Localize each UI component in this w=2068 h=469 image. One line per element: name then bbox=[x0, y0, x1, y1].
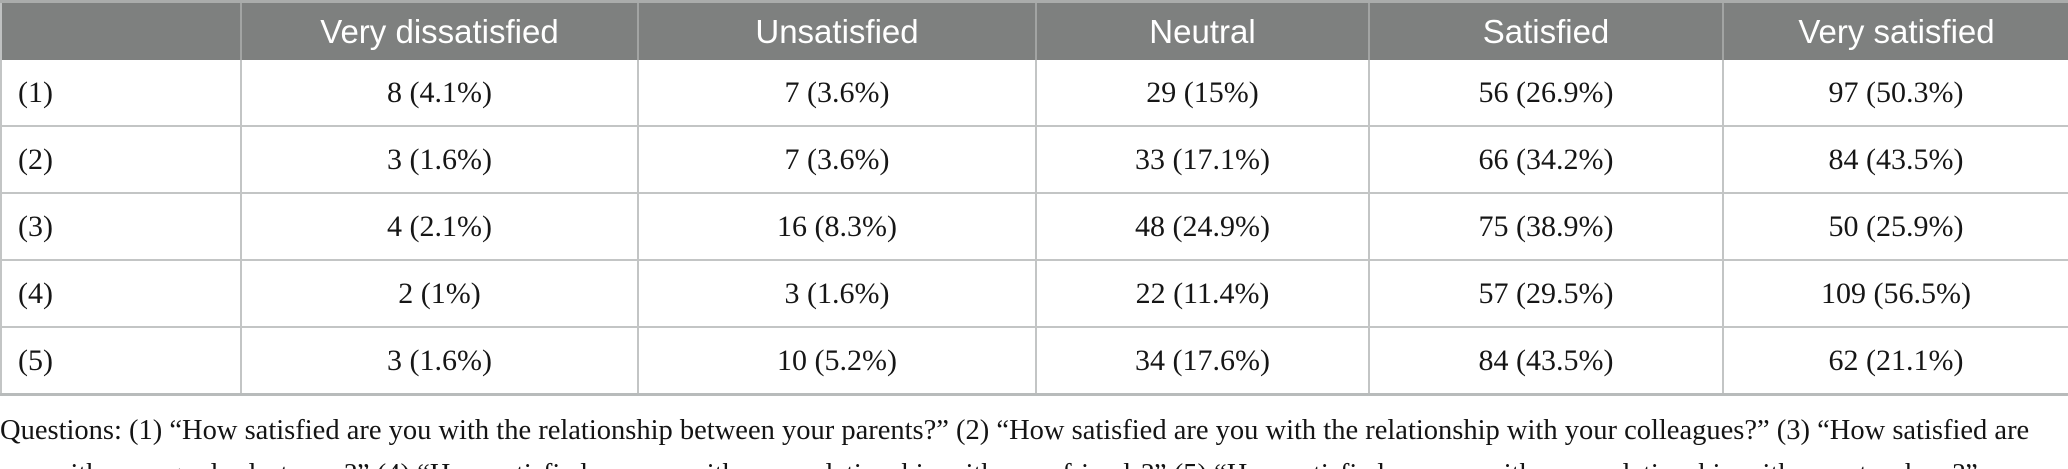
table-cell: 56 (26.9%) bbox=[1368, 60, 1724, 127]
row-label: (2) bbox=[0, 125, 242, 194]
table-cell: 48 (24.9%) bbox=[1035, 192, 1370, 261]
row-label: (5) bbox=[0, 326, 242, 396]
table-cell: 34 (17.6%) bbox=[1035, 326, 1370, 396]
row-label: (1) bbox=[0, 60, 242, 127]
column-header-neutral: Neutral bbox=[1035, 0, 1369, 60]
column-header-very-satisfied: Very satisfied bbox=[1722, 0, 2068, 60]
table-row: (5) 3 (1.6%) 10 (5.2%) 34 (17.6%) 84 (43… bbox=[0, 326, 2068, 396]
table-cell: 22 (11.4%) bbox=[1035, 259, 1370, 328]
table-footnote: Questions: (1) “How satisfied are you wi… bbox=[0, 415, 2030, 469]
column-header-unsatisfied: Unsatisfied bbox=[637, 0, 1036, 60]
table-cell: 3 (1.6%) bbox=[240, 326, 639, 396]
table-row: (2) 3 (1.6%) 7 (3.6%) 33 (17.1%) 66 (34.… bbox=[0, 125, 2068, 194]
table-cell: 66 (34.2%) bbox=[1368, 125, 1724, 194]
table-cell: 33 (17.1%) bbox=[1035, 125, 1370, 194]
table-cell: 4 (2.1%) bbox=[240, 192, 639, 261]
table-cell: 109 (56.5%) bbox=[1722, 259, 2068, 328]
satisfaction-results-table: Very dissatisfied Unsatisfied Neutral Sa… bbox=[0, 0, 2068, 396]
table-cell: 3 (1.6%) bbox=[240, 125, 639, 194]
column-header-empty bbox=[0, 0, 241, 60]
table-cell: 16 (8.3%) bbox=[637, 192, 1037, 261]
table-row: (4) 2 (1%) 3 (1.6%) 22 (11.4%) 57 (29.5%… bbox=[0, 259, 2068, 328]
column-header-satisfied: Satisfied bbox=[1368, 0, 1723, 60]
table-cell: 10 (5.2%) bbox=[637, 326, 1037, 396]
table-cell: 75 (38.9%) bbox=[1368, 192, 1724, 261]
table-header-row: Very dissatisfied Unsatisfied Neutral Sa… bbox=[0, 0, 2068, 60]
table-cell: 7 (3.6%) bbox=[637, 125, 1037, 194]
column-header-very-dissatisfied: Very dissatisfied bbox=[240, 0, 638, 60]
table-cell: 7 (3.6%) bbox=[637, 60, 1037, 127]
table-cell: 62 (21.1%) bbox=[1722, 326, 2068, 396]
table-cell: 57 (29.5%) bbox=[1368, 259, 1724, 328]
table-cell: 50 (25.9%) bbox=[1722, 192, 2068, 261]
table-cell: 84 (43.5%) bbox=[1368, 326, 1724, 396]
table-cell: 3 (1.6%) bbox=[637, 259, 1037, 328]
table-row: (1) 8 (4.1%) 7 (3.6%) 29 (15%) 56 (26.9%… bbox=[0, 60, 2068, 127]
row-label: (3) bbox=[0, 192, 242, 261]
table-cell: 97 (50.3%) bbox=[1722, 60, 2068, 127]
row-label: (4) bbox=[0, 259, 242, 328]
table-cell: 84 (43.5%) bbox=[1722, 125, 2068, 194]
table-cell: 29 (15%) bbox=[1035, 60, 1370, 127]
table-row: (3) 4 (2.1%) 16 (8.3%) 48 (24.9%) 75 (38… bbox=[0, 192, 2068, 261]
table-cell: 8 (4.1%) bbox=[240, 60, 639, 127]
table-cell: 2 (1%) bbox=[240, 259, 639, 328]
